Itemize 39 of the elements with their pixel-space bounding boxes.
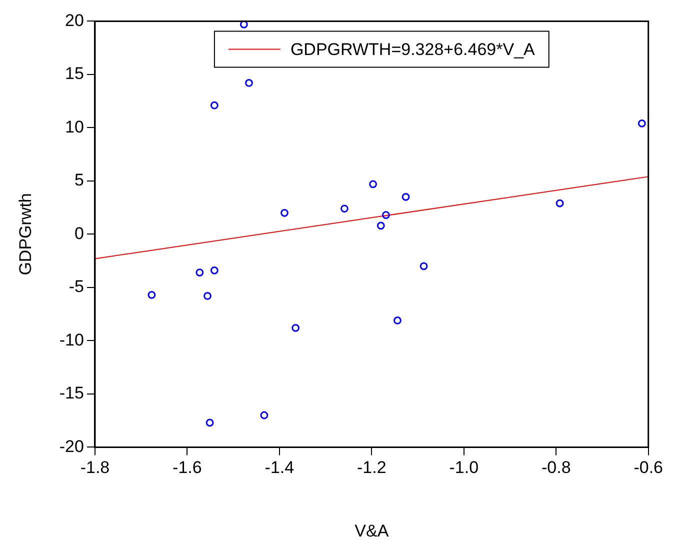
x-tick-label: -1.0 bbox=[449, 458, 479, 478]
y-tick-label: 0 bbox=[74, 224, 84, 243]
point bbox=[382, 211, 390, 219]
x-tick-label: -1.8 bbox=[80, 458, 110, 478]
point bbox=[210, 101, 218, 110]
point bbox=[369, 180, 377, 188]
point bbox=[394, 316, 402, 324]
point bbox=[210, 266, 218, 274]
y-tick-label: 20 bbox=[65, 10, 84, 30]
y-tick-label: 5 bbox=[74, 170, 84, 190]
y-tick-label: -10 bbox=[59, 330, 84, 350]
y-axis-title: GDPGrwth bbox=[16, 193, 35, 276]
x-tick-label: -0.6 bbox=[634, 458, 663, 478]
point bbox=[638, 119, 646, 128]
point bbox=[148, 290, 156, 299]
point bbox=[376, 222, 385, 230]
point bbox=[402, 192, 410, 201]
point bbox=[280, 208, 288, 217]
point bbox=[260, 411, 268, 420]
y-tick-label: -5 bbox=[68, 277, 84, 296]
x-tick-label: -0.8 bbox=[541, 458, 571, 478]
x-tick-label: -1.4 bbox=[264, 458, 294, 478]
legend-label: GDPGRWTH=9.328+6.469*V_A bbox=[290, 40, 536, 59]
x-tick-label: -1.2 bbox=[357, 458, 386, 478]
point bbox=[420, 262, 428, 270]
point bbox=[196, 268, 204, 276]
point bbox=[204, 292, 212, 300]
point bbox=[340, 204, 348, 213]
x-tick-label: -1.6 bbox=[172, 458, 202, 478]
point bbox=[245, 79, 253, 87]
y-tick-label: 15 bbox=[65, 64, 84, 84]
point bbox=[206, 418, 214, 427]
point bbox=[556, 199, 564, 208]
y-tick-label: -20 bbox=[59, 436, 84, 456]
point bbox=[292, 324, 300, 332]
y-tick-label: -15 bbox=[59, 384, 84, 403]
y-tick-label: 10 bbox=[65, 117, 84, 136]
point bbox=[240, 21, 248, 28]
x-axis-title: V&A bbox=[354, 521, 390, 540]
